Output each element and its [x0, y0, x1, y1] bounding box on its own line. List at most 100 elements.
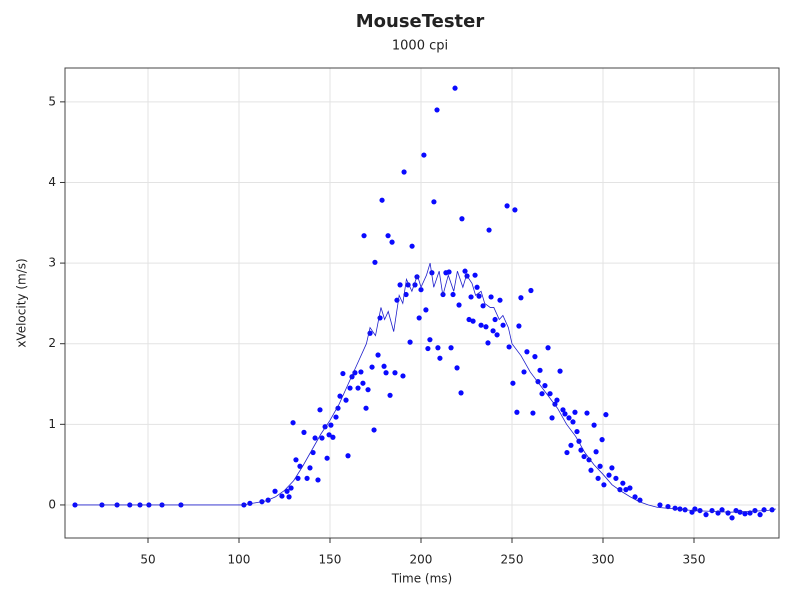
data-point	[423, 307, 429, 313]
chart-title: MouseTester	[356, 11, 485, 32]
x-tick-label: 250	[501, 553, 524, 567]
data-point	[434, 107, 440, 113]
data-point	[407, 339, 413, 345]
data-point	[593, 449, 599, 455]
data-point	[462, 268, 468, 274]
data-point	[421, 152, 427, 158]
x-tick-label: 350	[683, 553, 706, 567]
x-tick-label: 100	[228, 553, 251, 567]
data-point	[365, 387, 371, 393]
data-point	[599, 437, 605, 443]
data-point	[450, 291, 456, 298]
data-point	[401, 169, 407, 175]
data-point	[474, 284, 480, 290]
data-point	[627, 485, 633, 491]
data-point	[389, 239, 395, 245]
data-point	[272, 488, 278, 494]
data-point	[335, 405, 341, 411]
data-point	[597, 463, 603, 469]
data-point	[400, 373, 406, 379]
data-point	[466, 316, 472, 323]
data-point	[494, 332, 500, 338]
data-point	[385, 233, 391, 239]
data-point	[497, 297, 503, 303]
x-tick-label: 200	[410, 553, 433, 567]
data-point	[586, 457, 592, 463]
data-point	[595, 475, 601, 481]
data-point	[452, 85, 458, 91]
data-point	[297, 463, 303, 469]
data-point	[613, 475, 619, 481]
data-point	[347, 385, 353, 391]
data-point	[437, 355, 443, 361]
data-point	[485, 340, 491, 346]
data-point	[623, 487, 629, 493]
data-point	[355, 385, 361, 391]
data-point	[397, 282, 403, 288]
data-point	[392, 370, 398, 376]
data-point	[539, 391, 545, 397]
data-point	[512, 207, 518, 213]
data-point	[340, 370, 346, 377]
data-point	[295, 475, 301, 481]
data-point	[431, 199, 437, 205]
data-point	[752, 507, 758, 514]
data-point	[574, 428, 580, 435]
data-point	[446, 269, 452, 275]
data-point	[584, 410, 590, 416]
data-point	[719, 507, 725, 513]
x-tick-label: 150	[319, 553, 342, 567]
data-point	[425, 345, 431, 352]
data-point	[516, 323, 522, 329]
data-point	[476, 293, 482, 299]
y-tick-label: 2	[48, 336, 56, 350]
data-point	[369, 364, 375, 370]
y-tick-label: 1	[48, 417, 56, 431]
plot-frame	[64, 67, 780, 539]
data-point	[486, 227, 492, 233]
x-tick-label: 50	[140, 553, 155, 567]
data-point	[387, 392, 393, 398]
data-point	[279, 493, 285, 499]
data-point	[372, 259, 378, 265]
data-point	[524, 349, 530, 355]
y-tick-label: 0	[48, 497, 56, 511]
data-point	[360, 380, 366, 386]
data-point	[672, 505, 678, 511]
data-point	[284, 488, 290, 494]
data-point	[381, 363, 387, 369]
data-point	[470, 318, 476, 324]
data-point	[492, 316, 498, 323]
data-point	[416, 315, 422, 321]
data-point	[603, 412, 609, 418]
x-axis-label: Time (ms)	[391, 572, 453, 586]
data-point	[606, 472, 612, 478]
data-point	[601, 482, 607, 488]
data-point	[742, 511, 748, 517]
data-point	[326, 432, 332, 438]
data-point	[572, 409, 578, 415]
data-point	[549, 415, 555, 421]
data-point	[478, 322, 484, 328]
data-point	[564, 449, 570, 456]
data-point	[560, 407, 566, 413]
data-point	[581, 453, 587, 460]
data-point	[588, 467, 594, 473]
data-point	[554, 397, 560, 403]
data-point	[609, 465, 615, 471]
data-point	[483, 324, 489, 330]
data-point	[337, 393, 343, 399]
data-point	[562, 411, 568, 417]
data-point	[568, 442, 574, 448]
y-tick-label: 5	[48, 94, 56, 108]
data-point	[301, 429, 307, 435]
data-point	[757, 512, 763, 518]
data-point	[514, 409, 520, 415]
data-point	[545, 345, 551, 351]
data-point	[363, 405, 369, 411]
data-point	[761, 507, 767, 513]
data-point	[532, 354, 538, 360]
data-point	[371, 427, 377, 433]
data-point	[307, 465, 313, 471]
